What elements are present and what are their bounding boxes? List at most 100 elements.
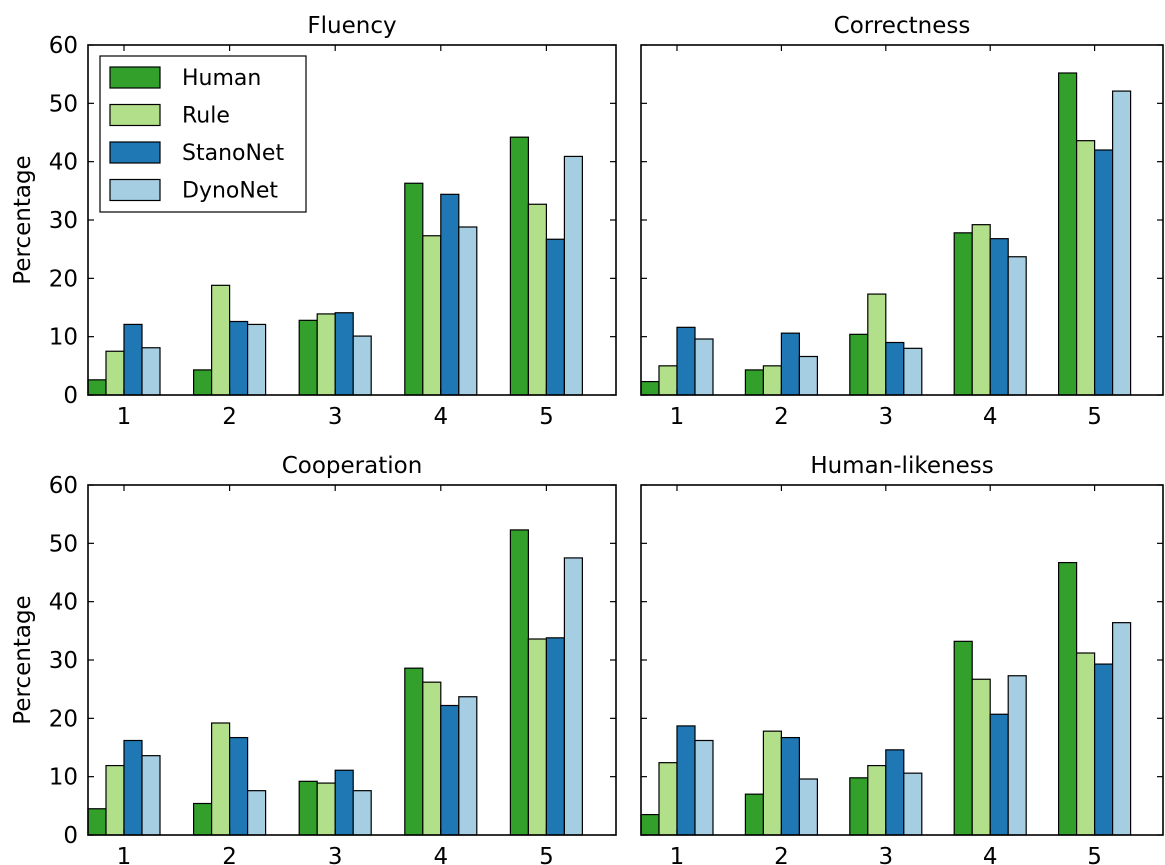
bar: [193, 369, 213, 396]
x-tick-label: 2: [774, 404, 789, 430]
y-tick-label: 40: [49, 150, 78, 176]
bar: [440, 193, 460, 396]
y-tick-label: 40: [49, 590, 78, 616]
x-tick-label: 1: [117, 404, 132, 430]
bar: [440, 704, 460, 836]
bar: [422, 681, 442, 836]
legend-label: Human: [182, 66, 261, 91]
bar: [885, 341, 905, 396]
bar: [1093, 149, 1114, 396]
bar: [971, 678, 991, 836]
bar: [527, 638, 548, 836]
legend-label: DynoNet: [182, 179, 278, 204]
bar: [141, 755, 161, 836]
legend: Human Rule StanoNet DynoNet: [99, 55, 307, 213]
bar: [509, 529, 529, 836]
x-tick-label: 5: [1087, 404, 1102, 430]
bar: [1111, 90, 1132, 396]
bar: [762, 730, 783, 836]
legend-swatch: [109, 103, 161, 127]
legend-label: Rule: [182, 104, 230, 129]
y-tick-label: 60: [49, 33, 78, 59]
chart-panel: 0 10 20 30 40 50 60 1 2 3 4 5 Cooperation Percentage: [10, 453, 617, 865]
bar: [867, 764, 887, 836]
bar: [316, 782, 336, 836]
bar: [334, 312, 354, 396]
bar: [885, 749, 905, 836]
x-tick-label: 2: [774, 844, 789, 865]
legend-label: StanoNet: [182, 141, 284, 166]
y-tick-label: 60: [49, 473, 78, 499]
bar: [658, 762, 678, 836]
bar: [211, 284, 231, 396]
bar: [676, 725, 696, 836]
y-tick-label: 20: [49, 266, 78, 292]
chart-panel: 0 10 20 30 40 50 60 1 2 3 4 5 Fluency Percentage Human…: [10, 13, 617, 430]
x-tick-label: 4: [433, 844, 448, 865]
y-tick-label: 50: [49, 91, 78, 117]
bar: [123, 739, 143, 836]
bar: [247, 323, 267, 396]
bar: [971, 224, 991, 396]
x-tick-label: 1: [117, 844, 132, 865]
bar: [1057, 72, 1078, 396]
bar: [298, 780, 318, 836]
y-tick-label: 30: [49, 648, 78, 674]
x-tick-label: 4: [983, 844, 998, 865]
bar: [989, 713, 1009, 836]
x-tick-label: 3: [328, 404, 343, 430]
bar: [458, 696, 478, 836]
panel-title: Fluency: [307, 13, 396, 39]
bar: [780, 332, 801, 396]
x-tick-label: 2: [222, 844, 237, 865]
bar: [1007, 256, 1027, 396]
y-tick-label: 10: [49, 325, 78, 351]
panel-title: Human-likeness: [810, 453, 993, 479]
bar: [780, 736, 801, 836]
bar: [316, 313, 336, 396]
bar: [640, 813, 660, 836]
bar: [105, 350, 125, 396]
x-tick-label: 5: [539, 844, 554, 865]
y-tick-label: 50: [49, 531, 78, 557]
bar: [1075, 652, 1096, 836]
bar: [105, 764, 125, 836]
x-tick-label: 4: [983, 404, 998, 430]
bar: [1111, 622, 1132, 836]
bar: [334, 769, 354, 836]
bar: [458, 226, 478, 396]
bar: [123, 323, 143, 396]
panel-title: Cooperation: [282, 453, 423, 479]
x-tick-label: 3: [878, 404, 893, 430]
x-tick-label: 3: [328, 844, 343, 865]
bar: [247, 790, 267, 836]
bar: [658, 365, 678, 396]
bar: [404, 182, 424, 396]
bar: [422, 235, 442, 396]
y-tick-label: 0: [63, 823, 78, 849]
y-tick-label: 20: [49, 706, 78, 732]
bar: [229, 320, 249, 396]
bar: [87, 808, 107, 836]
bar: [744, 369, 765, 396]
bar: [867, 293, 887, 396]
x-tick-label: 5: [539, 404, 554, 430]
legend-swatch: [109, 66, 161, 89]
legend-swatch: [109, 141, 161, 164]
panel-title: Correctness: [834, 13, 971, 39]
bar: [527, 203, 548, 396]
bar: [849, 333, 869, 396]
bar: [193, 802, 213, 836]
bar: [352, 790, 372, 836]
x-tick-label: 2: [222, 404, 237, 430]
bar: [545, 637, 566, 836]
bar: [989, 238, 1009, 396]
bar: [141, 347, 161, 396]
bar: [903, 347, 923, 396]
bar: [404, 667, 424, 836]
bar: [640, 380, 660, 396]
bar: [298, 319, 318, 396]
x-tick-label: 3: [878, 844, 893, 865]
bar: [352, 335, 372, 396]
